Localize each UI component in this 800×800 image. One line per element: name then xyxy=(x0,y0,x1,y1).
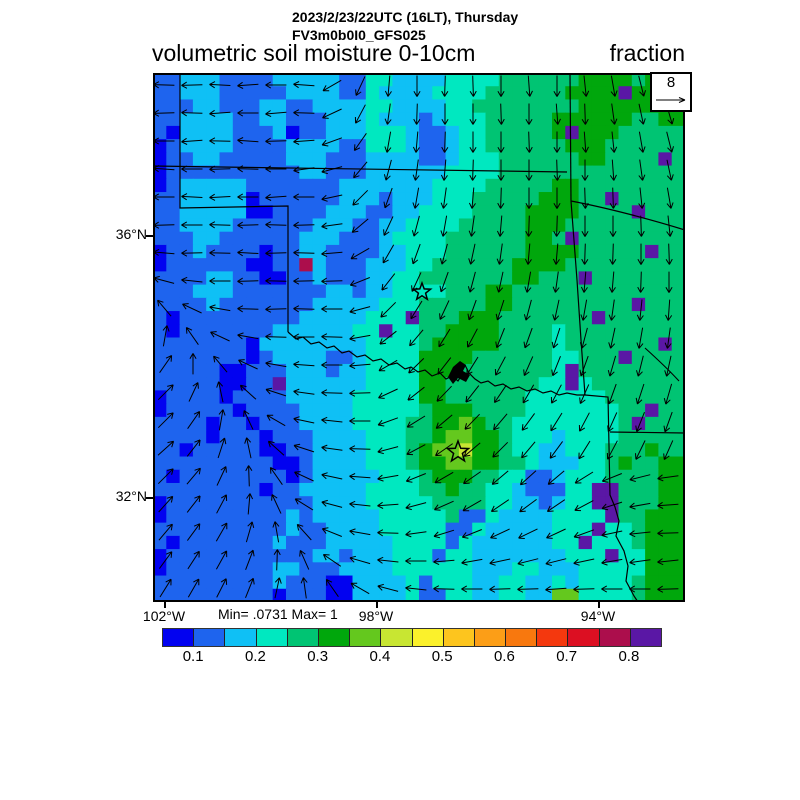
station-star-icon xyxy=(411,280,433,302)
lon-tick xyxy=(164,602,166,608)
lat-tick xyxy=(146,235,153,237)
colorbar-tick-label: 0.3 xyxy=(307,648,329,665)
colorbar-cell xyxy=(256,629,288,646)
colorbar-tick-label: 0.8 xyxy=(618,648,640,665)
map-canvas xyxy=(153,73,685,602)
lon-tick xyxy=(598,602,600,608)
wind-vectors xyxy=(153,75,679,599)
colorbar-cell xyxy=(194,629,226,646)
red-river xyxy=(287,331,585,396)
colorbar-tick-label: 0.4 xyxy=(369,648,391,665)
lon-axis-label: 98°W xyxy=(358,608,394,624)
colorbar-cell xyxy=(318,629,351,646)
lat-tick xyxy=(146,497,153,499)
colorbar xyxy=(162,628,662,647)
plot-title: volumetric soil moisture 0-10cm xyxy=(152,40,476,66)
reference-vector-arrow-icon xyxy=(656,97,686,103)
reference-vector-box: 8 xyxy=(650,72,692,112)
colorbar-cell xyxy=(630,629,661,646)
colorbar-cell xyxy=(474,629,507,646)
units-label: fraction xyxy=(609,40,685,66)
colorbar-cell xyxy=(163,629,195,646)
colorbar-tick-label: 0.7 xyxy=(556,648,578,665)
lat-axis-label: 32°N xyxy=(115,488,147,504)
colorbar-cell xyxy=(506,629,538,646)
lon-axis-label: 94°W xyxy=(580,608,616,624)
lake-texoma xyxy=(448,361,470,384)
station-star-icon xyxy=(445,438,471,463)
moisture-raster xyxy=(153,73,685,602)
datetime-title: 2023/2/23/22UTC (16LT), Thursday xyxy=(292,9,519,25)
model-title: FV3m0b0I0_GFS025 xyxy=(292,27,426,43)
colorbar-cell xyxy=(412,629,444,646)
colorbar-cell xyxy=(443,629,475,646)
map-frame xyxy=(153,73,685,602)
state-borders xyxy=(153,73,685,602)
colorbar-cell xyxy=(350,629,382,646)
colorbar-cell xyxy=(599,629,631,646)
colorbar-cell xyxy=(287,629,319,646)
reference-vector-value: 8 xyxy=(666,74,676,91)
colorbar-cell xyxy=(537,629,569,646)
minmax-stats: Min= .0731 Max= 1 xyxy=(218,606,338,622)
colorbar-cell xyxy=(381,629,413,646)
lat-axis-label: 36°N xyxy=(115,226,147,242)
colorbar-tick-label: 0.1 xyxy=(182,648,204,665)
colorbar-tick-label: 0.5 xyxy=(431,648,453,665)
colorbar-cell xyxy=(568,629,600,646)
colorbar-tick-label: 0.2 xyxy=(244,648,266,665)
lon-tick xyxy=(376,602,378,608)
colorbar-tick-label: 0.6 xyxy=(493,648,515,665)
arkansas-river xyxy=(644,347,680,382)
colorbar-cell xyxy=(225,629,257,646)
lon-axis-label: 102°W xyxy=(142,608,186,624)
